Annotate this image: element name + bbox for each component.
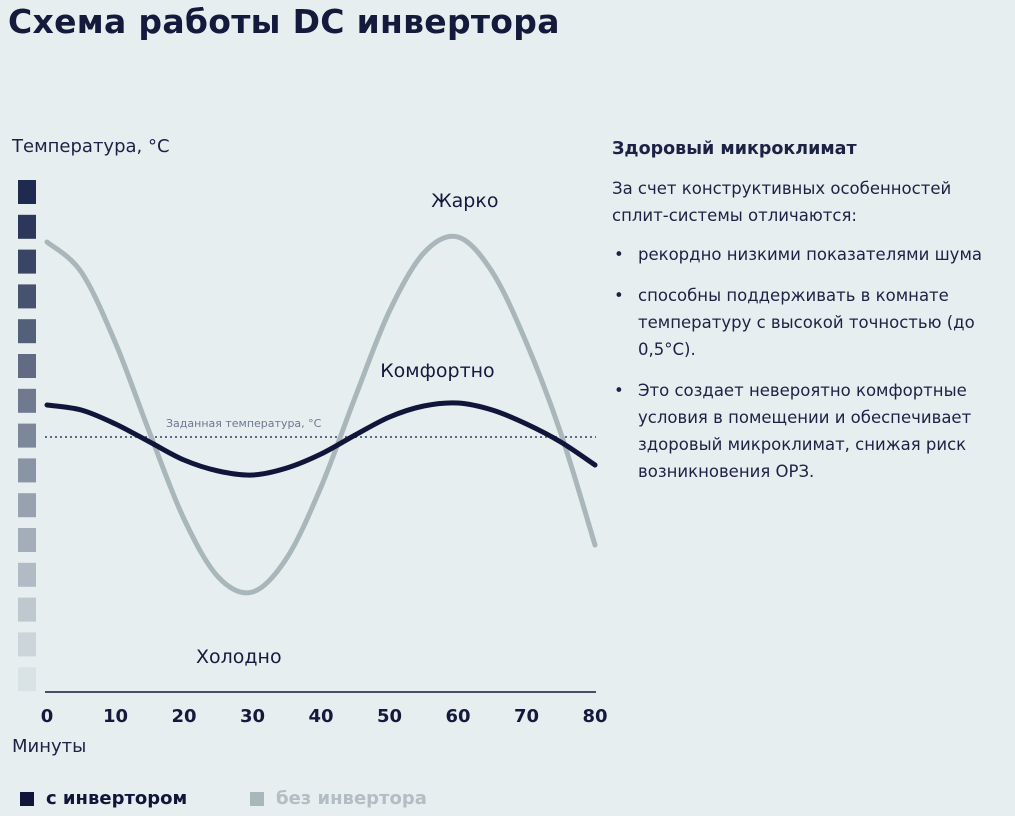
bullet-icon: •	[614, 381, 624, 400]
bullet-icon: •	[614, 286, 624, 305]
info-heading: Здоровый микроклимат	[612, 139, 857, 159]
series-line-with-inverter	[44, 400, 598, 478]
temperature-scale-block	[18, 284, 36, 309]
temperature-scale-block	[18, 528, 36, 552]
temperature-scale-block	[18, 354, 36, 378]
temperature-scale-block	[18, 493, 36, 518]
list-item: • способны поддерживать в комнате темпера…	[612, 282, 1012, 363]
page-title: Схема работы DC инвертора	[8, 2, 560, 41]
list-item: • рекордно низкими показателями шума	[612, 241, 1012, 268]
x-tick-label: 10	[103, 706, 128, 727]
temperature-scale-block	[18, 180, 36, 204]
legend-item-without-inverter: без инвертора	[250, 788, 427, 809]
temperature-scale-block	[18, 562, 36, 587]
x-tick-label: 20	[171, 706, 196, 727]
bullet-icon: •	[614, 245, 624, 264]
temperature-scale-block	[18, 423, 36, 448]
x-tick-label: 40	[308, 706, 333, 727]
legend-label: без инвертора	[276, 788, 427, 809]
y-axis-label: Температура, °C	[12, 136, 170, 157]
x-tick-label: 30	[240, 706, 265, 727]
temperature-scale	[18, 180, 36, 692]
set-temperature-label: Заданная температура, °C	[166, 417, 322, 430]
legend-swatch	[20, 791, 34, 806]
temperature-scale-block	[18, 249, 36, 274]
legend-label: с инвертором	[46, 788, 188, 809]
list-item-text: способны поддерживать в комнате температ…	[638, 286, 975, 359]
legend-item-with-inverter: с инвертором	[20, 788, 187, 809]
temperature-scale-block	[18, 319, 36, 344]
x-tick-label: 70	[514, 706, 539, 727]
annotation-hot: Жарко	[431, 190, 498, 212]
chart: 0 10 20 30 40 50 60 70 80 Заданная температура, …	[18, 180, 608, 727]
x-tick-label: 60	[445, 706, 470, 727]
info-intro: За счет конструктивных особенностей спли…	[612, 179, 952, 225]
temperature-scale-block	[18, 632, 36, 657]
temperature-scale-block	[18, 388, 36, 413]
annotation-comfort: Комфортно	[380, 360, 495, 382]
x-tick-label: 80	[582, 706, 607, 727]
x-tick-label: 50	[377, 706, 402, 727]
list-item-text: Это создает невероятно комфортные услови…	[638, 381, 972, 481]
x-tick-label: 0	[41, 706, 54, 727]
legend-swatch	[250, 791, 264, 806]
temperature-scale-block	[18, 667, 36, 692]
info-panel: Здоровый микроклимат За счет конструктив…	[612, 136, 1012, 499]
temperature-scale-block	[18, 214, 36, 239]
temperature-scale-block	[18, 597, 36, 622]
x-axis-label: Минуты	[12, 736, 87, 757]
series-line-without-inverter	[44, 233, 598, 596]
list-item: • Это создает невероятно комфортные услов…	[612, 377, 1012, 485]
temperature-scale-block	[18, 458, 36, 483]
list-item-text: рекордно низкими показателями шума	[638, 245, 983, 264]
annotation-cold: Холодно	[196, 646, 282, 668]
